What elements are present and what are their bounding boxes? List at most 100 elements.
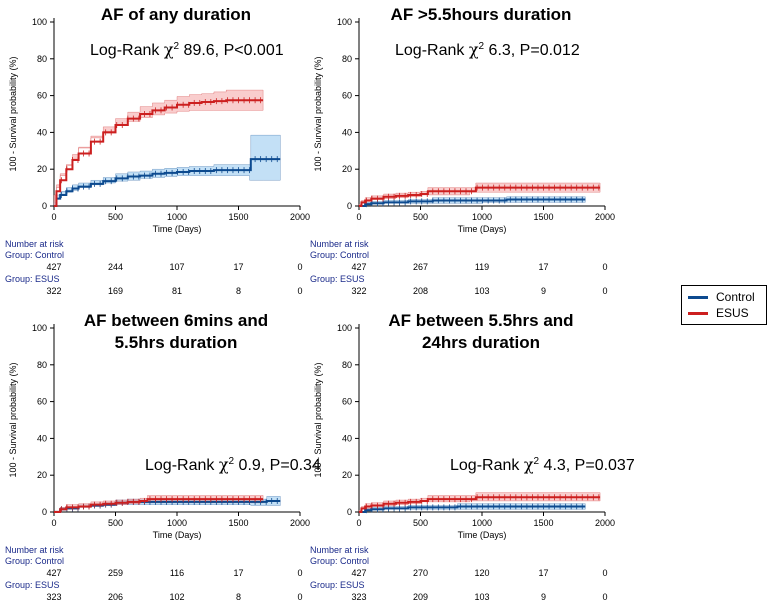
chi-symbol: χ	[164, 40, 174, 59]
y-tick-label: 40	[342, 433, 352, 443]
x-tick-label: 1500	[533, 518, 553, 528]
risk-count-control: 116	[170, 568, 184, 578]
y-tick-label: 20	[37, 164, 47, 174]
y-tick-label: 20	[342, 164, 352, 174]
x-tick-label: 1500	[533, 212, 553, 222]
risk-count-control: 119	[475, 262, 489, 272]
risk-count-esus: 0	[297, 286, 302, 296]
risk-group-label-esus: Group: ESUS	[310, 274, 365, 284]
chart-title: AF >5.5hours duration	[391, 5, 572, 24]
x-tick-label: 2000	[290, 518, 310, 528]
log-rank-prefix: Log-Rank	[450, 457, 524, 474]
risk-count-control: 17	[233, 262, 243, 272]
x-tick-label: 2000	[595, 212, 615, 222]
x-tick-label: 1000	[472, 518, 492, 528]
risk-count-esus: 8	[236, 286, 241, 296]
x-tick-label: 1000	[472, 212, 492, 222]
y-tick-label: 100	[32, 323, 47, 333]
x-tick-label: 0	[51, 518, 56, 528]
log-rank-annotation: Log-Rank χ2 6.3, P=0.012	[395, 40, 580, 59]
x-tick-label: 0	[356, 212, 361, 222]
risk-group-label-control: Group: Control	[5, 250, 64, 260]
risk-count-control: 427	[351, 568, 366, 578]
km-chart-svg: AF between 6mins and 5.5hrs duration 0 20 40…	[5, 311, 321, 602]
log-rank-annotation: Log-Rank χ2 89.6, P<0.001	[90, 40, 284, 59]
chi-superscript: 2	[534, 456, 540, 467]
chart-title-line2: 5.5hrs duration	[115, 333, 238, 352]
risk-group-label-control: Group: Control	[310, 250, 369, 260]
chart-title-line2: 24hrs duration	[422, 333, 540, 352]
km-curve-esus	[54, 99, 264, 207]
legend-label-esus: ESUS	[716, 306, 749, 320]
y-tick-label: 80	[37, 54, 47, 64]
x-axis-label: Time (Days)	[458, 224, 507, 234]
km-panel-af-5-5h-24h: AF between 5.5hrs and 24hrs duration 0 20 40…	[305, 306, 650, 606]
y-tick-label: 40	[37, 433, 47, 443]
km-curve-esus	[359, 186, 601, 207]
x-tick-label: 1500	[228, 212, 248, 222]
chi-superscript: 2	[174, 41, 180, 52]
risk-count-esus: 0	[602, 286, 607, 296]
y-axis-label: 100 - Survival probability (%)	[8, 56, 18, 171]
risk-table-header: Number at risk	[310, 239, 369, 249]
risk-count-control: 17	[538, 262, 548, 272]
risk-count-esus: 208	[413, 286, 428, 296]
risk-count-esus: 169	[108, 286, 123, 296]
risk-count-control: 427	[351, 262, 366, 272]
y-tick-label: 80	[342, 54, 352, 64]
risk-group-label-esus: Group: ESUS	[5, 274, 60, 284]
risk-count-control: 0	[602, 568, 607, 578]
x-tick-label: 1500	[228, 518, 248, 528]
risk-count-esus: 103	[474, 592, 489, 602]
risk-count-esus: 9	[541, 592, 546, 602]
risk-group-label-esus: Group: ESUS	[310, 580, 365, 590]
risk-count-esus: 323	[351, 592, 366, 602]
y-tick-label: 0	[347, 201, 352, 211]
y-tick-label: 100	[32, 17, 47, 27]
y-tick-label: 20	[37, 470, 47, 480]
risk-count-esus: 81	[172, 286, 182, 296]
log-rank-statistic: 6.3, P=0.012	[484, 42, 580, 59]
risk-count-control: 120	[474, 568, 489, 578]
x-tick-label: 2000	[595, 518, 615, 528]
chart-title: AF of any duration	[101, 5, 251, 24]
km-panel-af-over-5-5h: AF >5.5hours duration 0 20 40 60 80 100 0 500 100…	[305, 0, 650, 300]
risk-count-control: 427	[46, 568, 61, 578]
log-rank-statistic: 89.6, P<0.001	[179, 42, 284, 59]
x-tick-label: 0	[356, 518, 361, 528]
legend-swatch-control	[688, 295, 708, 299]
y-axis-label: 100 - Survival probability (%)	[313, 56, 323, 171]
risk-count-esus: 209	[413, 592, 428, 602]
y-tick-label: 80	[342, 360, 352, 370]
log-rank-annotation: Log-Rank χ2 0.9, P=0.34	[145, 455, 321, 474]
risk-count-control: 0	[602, 262, 607, 272]
risk-table-header: Number at risk	[5, 545, 64, 555]
log-rank-statistic: 0.9, P=0.34	[234, 457, 321, 474]
risk-count-control: 427	[46, 262, 61, 272]
x-tick-label: 500	[108, 518, 123, 528]
x-axis-label: Time (Days)	[458, 530, 507, 540]
risk-count-control: 17	[233, 568, 243, 578]
y-axis-label: 100 - Survival probability (%)	[8, 362, 18, 477]
y-tick-label: 0	[347, 507, 352, 517]
y-tick-label: 60	[37, 397, 47, 407]
y-tick-label: 0	[42, 201, 47, 211]
risk-count-esus: 102	[169, 592, 184, 602]
km-panel-af-any: AF of any duration 0 20 40 60 80 100 0 500 1000 15…	[0, 0, 345, 300]
y-tick-label: 80	[37, 360, 47, 370]
risk-count-control: 267	[413, 262, 428, 272]
x-tick-label: 1000	[167, 212, 187, 222]
km-curve-esus	[359, 496, 601, 513]
y-tick-label: 60	[342, 397, 352, 407]
risk-group-label-control: Group: Control	[5, 556, 64, 566]
y-tick-label: 60	[342, 91, 352, 101]
x-tick-label: 2000	[290, 212, 310, 222]
risk-count-esus: 9	[541, 286, 546, 296]
y-tick-label: 100	[337, 17, 352, 27]
km-curve-control	[359, 505, 586, 513]
risk-count-control: 107	[169, 262, 184, 272]
chart-title: AF between 6mins and	[84, 311, 268, 330]
x-tick-label: 1000	[167, 518, 187, 528]
